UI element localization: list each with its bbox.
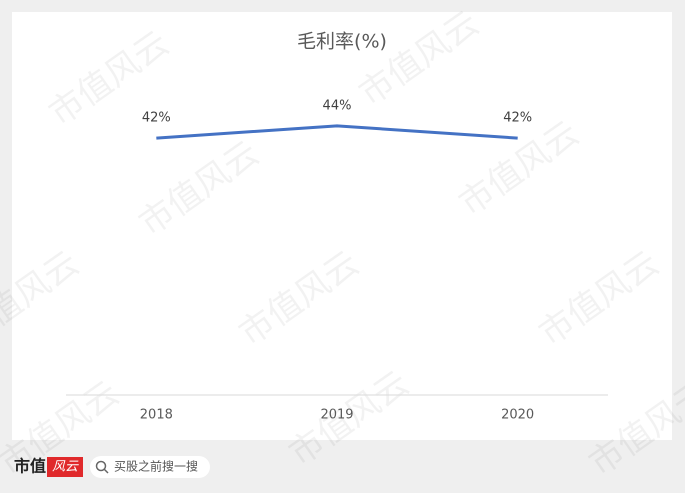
brand: 市值: [14, 457, 46, 476]
brand-badge: [47, 457, 83, 477]
x-tick-label: 2019: [320, 408, 353, 423]
data-label: 42%: [503, 111, 532, 126]
footer: 市值 风云 买股之前搜一搜: [14, 456, 210, 478]
data-label: 44%: [323, 98, 352, 113]
data-label: 42%: [142, 111, 171, 126]
search-box[interactable]: [90, 456, 210, 478]
search-icon: [103, 468, 109, 474]
line: [156, 124, 518, 140]
chart-title: 毛利率(%): [297, 31, 387, 53]
card: [12, 12, 672, 440]
search-icon: [95, 460, 107, 472]
x-tick-label: 2020: [501, 408, 534, 423]
search-text: 买股之前搜一搜: [114, 459, 198, 474]
brand-mark: 风云: [52, 460, 79, 475]
x-tick-label: 2018: [140, 408, 173, 423]
